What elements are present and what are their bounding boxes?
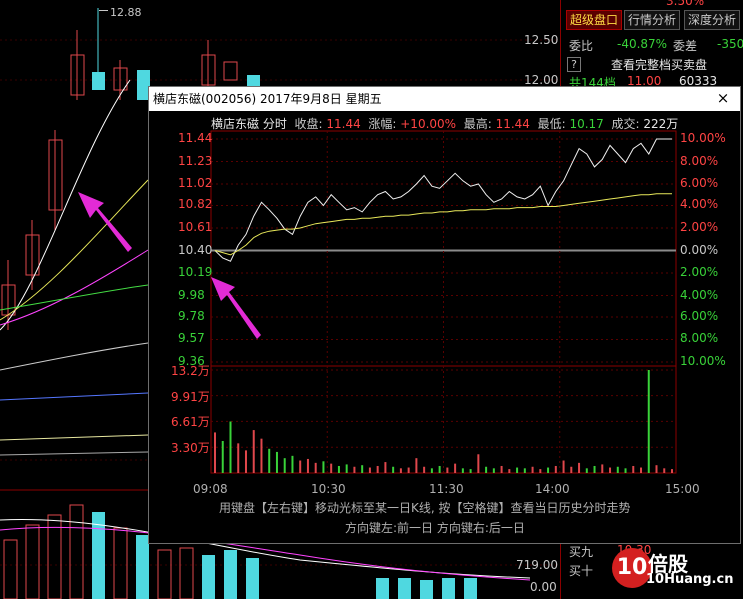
percent-tick-label: 10.00%: [680, 131, 726, 145]
orderbook-level-volume: 60333: [679, 74, 718, 88]
weicha-label: 委差: [673, 39, 698, 53]
price-line: [214, 138, 672, 262]
tab-super-orderbook[interactable]: 超级盘口: [566, 10, 623, 30]
percent-tick-label: 10.00%: [680, 354, 726, 368]
price-tick-label: 10.19: [178, 265, 213, 279]
close-label: 收盘:: [294, 117, 323, 131]
tab-depth-analysis[interactable]: 深度分析: [684, 10, 741, 30]
buy9-label: 买九: [569, 545, 594, 559]
high-marker-label: 12.88: [110, 6, 142, 19]
volume-tick-label: 3.30万: [171, 441, 210, 456]
watermark-logo: 10 倍股 10Huang.cn: [612, 548, 740, 594]
popup-titlebar[interactable]: 横店东磁(002056) 2017年9月8日 星期五 ×: [149, 87, 740, 111]
intraday-chart: [210, 130, 677, 474]
weicha-value: -350: [717, 37, 743, 51]
high-marker-line: [99, 10, 108, 11]
volume-bars: [214, 370, 673, 473]
time-tick-label: 09:08: [193, 482, 228, 496]
price-tick-label: 10.40: [178, 242, 213, 257]
price-tick-label: 9.36: [178, 354, 205, 368]
price-tick-label: 11.44: [178, 131, 213, 145]
volume-tick-label: 6.61万: [171, 415, 210, 430]
orderbook-level-price: 11.00: [627, 74, 662, 88]
intraday-popup-window: 横店东磁(002056) 2017年9月8日 星期五 × 横店东磁 分时 收盘:…: [148, 86, 741, 544]
weibi-label: 委比: [569, 39, 594, 53]
percent-tick-label: 4.00%: [680, 197, 719, 212]
price-tick-label: 9.78: [178, 308, 205, 323]
time-tick-label: 15:00: [665, 482, 700, 496]
arrow-indicator-1: [78, 192, 132, 252]
price-label-1: 12.50: [524, 33, 559, 47]
tab-quote-analysis[interactable]: 行情分析: [624, 10, 681, 30]
price-label-2: 12.00: [524, 73, 559, 87]
percent-tick-label: 0.00%: [680, 242, 719, 257]
price-tick-label: 9.57: [178, 331, 205, 346]
weibi-value: -40.87%: [617, 37, 668, 51]
price-tick-label: 10.61: [178, 219, 213, 234]
volume-scale-label: 719.00: [516, 558, 558, 572]
popup-title: 横店东磁(002056) 2017年9月8日 星期五: [153, 92, 382, 106]
volume-zero-label: 0.00: [530, 580, 557, 594]
chart-mode: 分时: [262, 117, 287, 131]
top-partial-value: 3.50%: [666, 0, 705, 8]
background-volume-bars: [3, 504, 477, 599]
average-price-line: [214, 193, 672, 256]
price-tick-label: 9.98: [178, 287, 205, 302]
percent-tick-label: 4.00%: [680, 287, 719, 302]
volume-value: 222万: [643, 117, 679, 131]
keyboard-hint-1: 用键盘【左右键】移动光标至某一日K线, 按【空格键】查看当日历史分时走势: [219, 501, 631, 515]
price-tick-label: 11.23: [178, 153, 213, 168]
price-tick-label: 11.02: [178, 176, 213, 191]
arrow-indicator-2: [211, 277, 261, 339]
buy10-label: 买十: [569, 564, 594, 578]
close-icon[interactable]: ×: [716, 89, 730, 107]
view-full-orderbook-link[interactable]: 查看完整档买卖盘: [611, 58, 708, 72]
time-tick-label: 14:00: [535, 482, 570, 496]
percent-tick-label: 6.00%: [680, 308, 719, 323]
percent-tick-label: 2.00%: [680, 219, 719, 234]
help-icon[interactable]: ?: [567, 57, 581, 72]
volume-tick-label: 9.91万: [171, 389, 210, 404]
price-tick-label: 10.82: [178, 197, 213, 212]
stock-name: 横店东磁: [211, 117, 260, 131]
percent-tick-label: 8.00%: [680, 331, 719, 346]
time-tick-label: 10:30: [311, 482, 346, 496]
high-value: 11.44: [495, 117, 530, 131]
low-label: 最低:: [537, 117, 566, 131]
change-value: +10.00%: [400, 117, 457, 131]
high-label: 最高:: [463, 117, 492, 131]
percent-tick-label: 6.00%: [680, 176, 719, 191]
volume-tick-label: 13.2万: [171, 364, 210, 378]
percent-tick-label: 8.00%: [680, 153, 719, 168]
keyboard-hint-2: 方向键左:前一日 方向键右:后一日: [345, 521, 525, 535]
low-value: 10.17: [569, 117, 604, 131]
percent-tick-label: 2.00%: [680, 265, 719, 279]
candlesticks: [1, 8, 260, 330]
intraday-info-row: 横店东磁 分时 收盘: 11.44 涨幅: +10.00% 最高: 11.44 …: [211, 115, 678, 132]
volume-label: 成交:: [611, 117, 640, 131]
close-value: 11.44: [326, 117, 361, 131]
change-label: 涨幅:: [368, 117, 397, 131]
time-tick-label: 11:30: [429, 482, 464, 496]
